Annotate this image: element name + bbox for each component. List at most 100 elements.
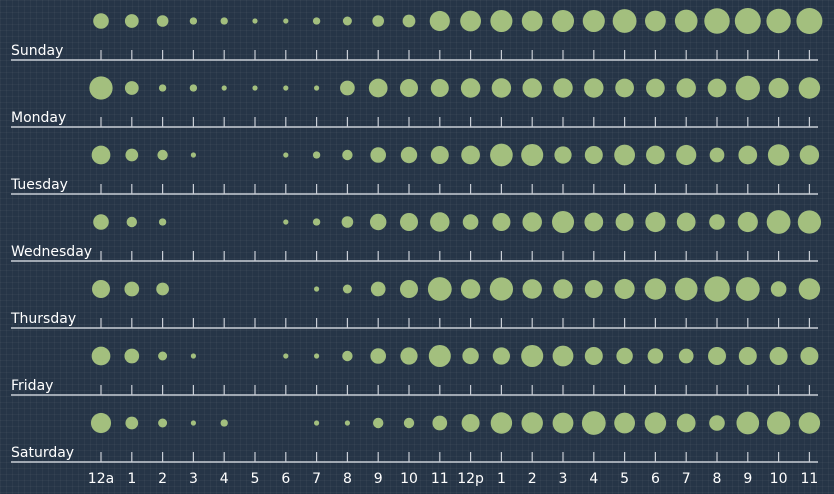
data-point bbox=[124, 14, 139, 28]
data-point bbox=[678, 348, 694, 364]
data-point bbox=[125, 148, 139, 162]
day-label: Thursday bbox=[10, 311, 76, 327]
data-point bbox=[283, 18, 289, 24]
data-point bbox=[126, 216, 137, 228]
hour-label: 12a bbox=[88, 471, 114, 487]
data-point bbox=[584, 145, 603, 165]
data-point bbox=[709, 147, 725, 163]
data-point bbox=[342, 284, 352, 294]
day-row: Saturday bbox=[11, 411, 821, 463]
data-point bbox=[342, 149, 353, 161]
data-point bbox=[521, 143, 544, 167]
day-rows: Sunday Monday Tuesday Wednesday Thursday Frid… bbox=[10, 8, 823, 463]
data-point bbox=[737, 211, 758, 233]
data-point bbox=[644, 278, 667, 300]
data-point bbox=[461, 145, 480, 165]
data-point bbox=[766, 210, 791, 234]
data-point bbox=[370, 348, 387, 364]
data-point bbox=[283, 85, 289, 91]
data-point bbox=[767, 144, 790, 166]
data-point bbox=[124, 348, 140, 364]
data-point bbox=[615, 78, 634, 98]
data-point bbox=[522, 78, 542, 98]
hour-label: 9 bbox=[743, 471, 752, 487]
data-point bbox=[461, 413, 480, 433]
data-point bbox=[342, 350, 353, 362]
data-point bbox=[402, 14, 416, 28]
data-point bbox=[584, 346, 603, 366]
data-point bbox=[674, 9, 698, 33]
hour-label: 7 bbox=[312, 471, 321, 487]
hour-label: 8 bbox=[343, 471, 352, 487]
data-point bbox=[490, 412, 513, 434]
data-point bbox=[736, 411, 760, 435]
data-point bbox=[399, 279, 419, 299]
data-point bbox=[399, 78, 419, 98]
data-point bbox=[460, 10, 481, 32]
data-point bbox=[89, 76, 113, 100]
hour-label: 12p bbox=[457, 471, 484, 487]
data-point bbox=[157, 149, 168, 161]
data-point bbox=[91, 279, 111, 299]
data-point bbox=[581, 411, 606, 435]
data-point bbox=[798, 77, 821, 99]
data-point bbox=[584, 279, 603, 299]
day-label: Wednesday bbox=[11, 244, 92, 260]
data-point bbox=[341, 216, 354, 228]
hour-label: 10 bbox=[400, 471, 418, 487]
data-point bbox=[189, 17, 198, 25]
data-point bbox=[769, 346, 788, 366]
hour-label: 11 bbox=[800, 471, 818, 487]
data-point bbox=[645, 211, 666, 233]
data-point bbox=[614, 412, 635, 434]
data-point bbox=[93, 214, 109, 230]
data-point bbox=[797, 210, 822, 234]
hour-label: 8 bbox=[713, 471, 722, 487]
data-point bbox=[252, 85, 258, 91]
data-point bbox=[156, 282, 169, 296]
data-point bbox=[158, 351, 168, 361]
data-point bbox=[551, 9, 575, 33]
data-point bbox=[614, 278, 635, 300]
data-point bbox=[798, 278, 821, 300]
data-point bbox=[521, 10, 543, 32]
hour-label: 2 bbox=[158, 471, 167, 487]
data-point bbox=[158, 218, 167, 226]
data-point bbox=[430, 145, 449, 165]
hour-label: 10 bbox=[770, 471, 788, 487]
data-point bbox=[427, 277, 452, 301]
day-row: Monday bbox=[11, 75, 821, 128]
data-point bbox=[707, 346, 727, 366]
data-point bbox=[770, 281, 787, 297]
data-point bbox=[553, 279, 573, 299]
data-point bbox=[190, 420, 196, 426]
hour-label: 1 bbox=[127, 471, 136, 487]
data-point bbox=[491, 78, 512, 98]
hour-label: 3 bbox=[189, 471, 198, 487]
data-point bbox=[430, 78, 449, 98]
data-point bbox=[768, 77, 789, 99]
data-point bbox=[372, 15, 385, 27]
data-point bbox=[312, 151, 321, 159]
data-point bbox=[766, 411, 791, 435]
hour-label: 5 bbox=[620, 471, 629, 487]
data-point bbox=[220, 17, 228, 25]
data-point bbox=[342, 16, 352, 26]
data-point bbox=[766, 8, 791, 34]
data-point bbox=[612, 9, 637, 33]
data-point bbox=[283, 152, 289, 158]
data-point bbox=[432, 415, 448, 431]
hour-label: 3 bbox=[559, 471, 568, 487]
hour-label: 4 bbox=[220, 471, 229, 487]
day-row: Thursday bbox=[10, 276, 821, 329]
data-point bbox=[344, 420, 350, 426]
data-point bbox=[490, 9, 513, 33]
data-point bbox=[189, 84, 198, 92]
data-point bbox=[584, 212, 604, 232]
data-point bbox=[551, 210, 575, 234]
data-point bbox=[522, 212, 542, 232]
data-point bbox=[91, 346, 111, 366]
data-point bbox=[91, 145, 111, 165]
day-label: Saturday bbox=[11, 445, 74, 461]
data-point bbox=[553, 78, 573, 98]
